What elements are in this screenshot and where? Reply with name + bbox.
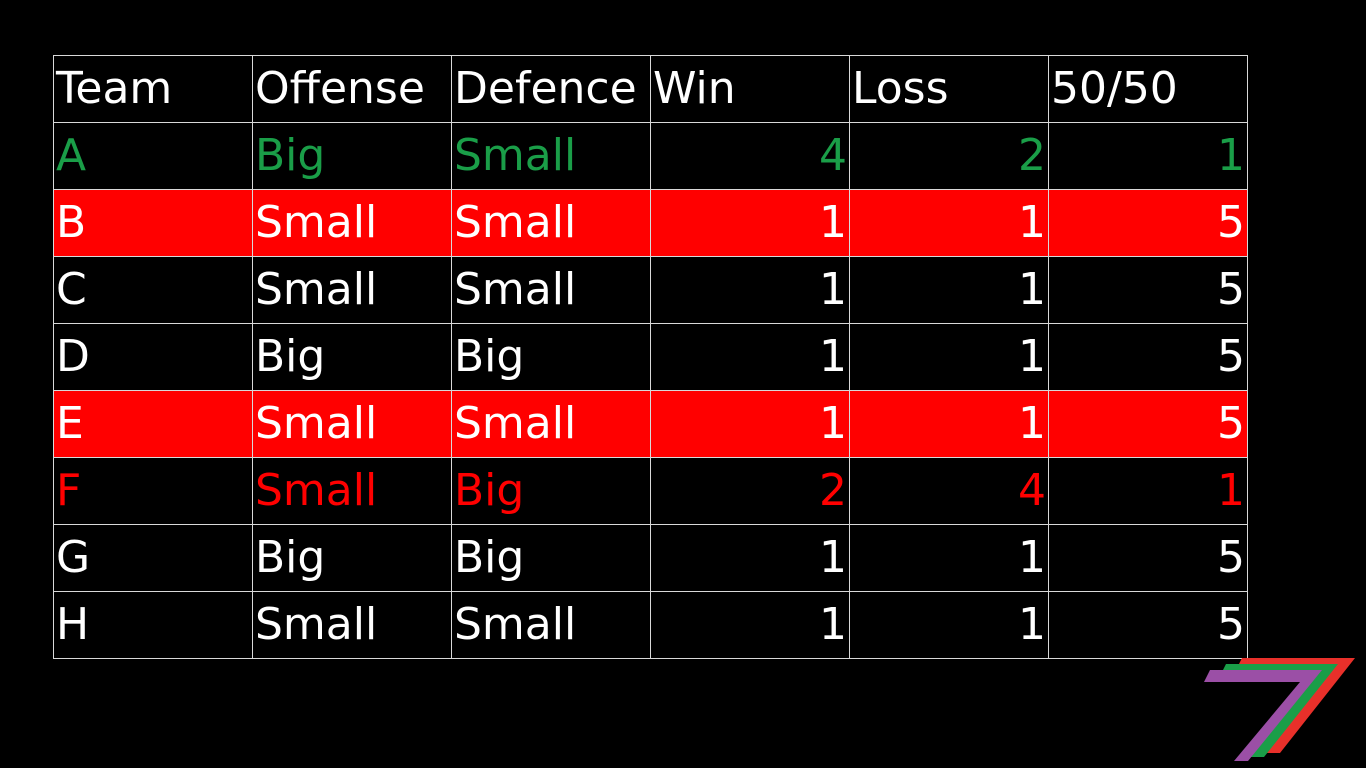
- cell-offense: Small: [252, 390, 452, 458]
- cell-loss: 1: [849, 256, 1049, 324]
- table-row: D Big Big 1 1 5: [53, 323, 1248, 391]
- table-row: H Small Small 1 1 5: [53, 591, 1248, 659]
- cell-offense: Big: [252, 323, 452, 391]
- cell-offense: Small: [252, 457, 452, 525]
- logo-stripe-red: [1236, 658, 1355, 753]
- cell-team: C: [53, 256, 253, 324]
- cell-fifty-fifty: 5: [1048, 189, 1248, 257]
- cell-fifty-fifty: 1: [1048, 122, 1248, 190]
- logo-stripe-green: [1220, 664, 1338, 757]
- cell-win: 1: [650, 323, 850, 391]
- cell-loss: 4: [849, 457, 1049, 525]
- header-fifty-fifty: 50/50: [1048, 55, 1248, 123]
- cell-offense: Small: [252, 189, 452, 257]
- cell-defence: Small: [451, 591, 651, 659]
- header-win: Win: [650, 55, 850, 123]
- team-stats-table: Team Offense Defence Win Loss 50/50 A Big…: [53, 55, 1248, 659]
- table-row: B Small Small 1 1 5: [53, 189, 1248, 257]
- cell-defence: Big: [451, 323, 651, 391]
- table-row: G Big Big 1 1 5: [53, 524, 1248, 592]
- cell-loss: 1: [849, 323, 1049, 391]
- cell-win: 2: [650, 457, 850, 525]
- cell-team: G: [53, 524, 253, 592]
- header-loss: Loss: [849, 55, 1049, 123]
- cell-defence: Small: [451, 390, 651, 458]
- table-row: F Small Big 2 4 1: [53, 457, 1248, 525]
- cell-team: H: [53, 591, 253, 659]
- cell-offense: Small: [252, 591, 452, 659]
- cell-defence: Big: [451, 457, 651, 525]
- cell-loss: 1: [849, 591, 1049, 659]
- header-defence: Defence: [451, 55, 651, 123]
- header-team: Team: [53, 55, 253, 123]
- cell-fifty-fifty: 1: [1048, 457, 1248, 525]
- header-offense: Offense: [252, 55, 452, 123]
- cell-defence: Small: [451, 122, 651, 190]
- cell-fifty-fifty: 5: [1048, 591, 1248, 659]
- cell-win: 1: [650, 390, 850, 458]
- stripe-seven-logo-icon: [1204, 658, 1355, 761]
- logo-stripe-purple: [1204, 670, 1322, 761]
- cell-fifty-fifty: 5: [1048, 256, 1248, 324]
- cell-win: 1: [650, 591, 850, 659]
- cell-team: B: [53, 189, 253, 257]
- cell-defence: Big: [451, 524, 651, 592]
- table-row: A Big Small 4 2 1: [53, 122, 1248, 190]
- cell-fifty-fifty: 5: [1048, 390, 1248, 458]
- cell-team: A: [53, 122, 253, 190]
- cell-offense: Big: [252, 524, 452, 592]
- cell-win: 1: [650, 189, 850, 257]
- cell-win: 4: [650, 122, 850, 190]
- cell-team: F: [53, 457, 253, 525]
- cell-fifty-fifty: 5: [1048, 323, 1248, 391]
- cell-offense: Small: [252, 256, 452, 324]
- cell-defence: Small: [451, 256, 651, 324]
- cell-loss: 2: [849, 122, 1049, 190]
- cell-defence: Small: [451, 189, 651, 257]
- cell-offense: Big: [252, 122, 452, 190]
- cell-win: 1: [650, 524, 850, 592]
- cell-loss: 1: [849, 390, 1049, 458]
- table-header-row: Team Offense Defence Win Loss 50/50: [53, 55, 1248, 123]
- table-row: E Small Small 1 1 5: [53, 390, 1248, 458]
- cell-fifty-fifty: 5: [1048, 524, 1248, 592]
- cell-team: E: [53, 390, 253, 458]
- cell-win: 1: [650, 256, 850, 324]
- cell-team: D: [53, 323, 253, 391]
- table-row: C Small Small 1 1 5: [53, 256, 1248, 324]
- cell-loss: 1: [849, 189, 1049, 257]
- cell-loss: 1: [849, 524, 1049, 592]
